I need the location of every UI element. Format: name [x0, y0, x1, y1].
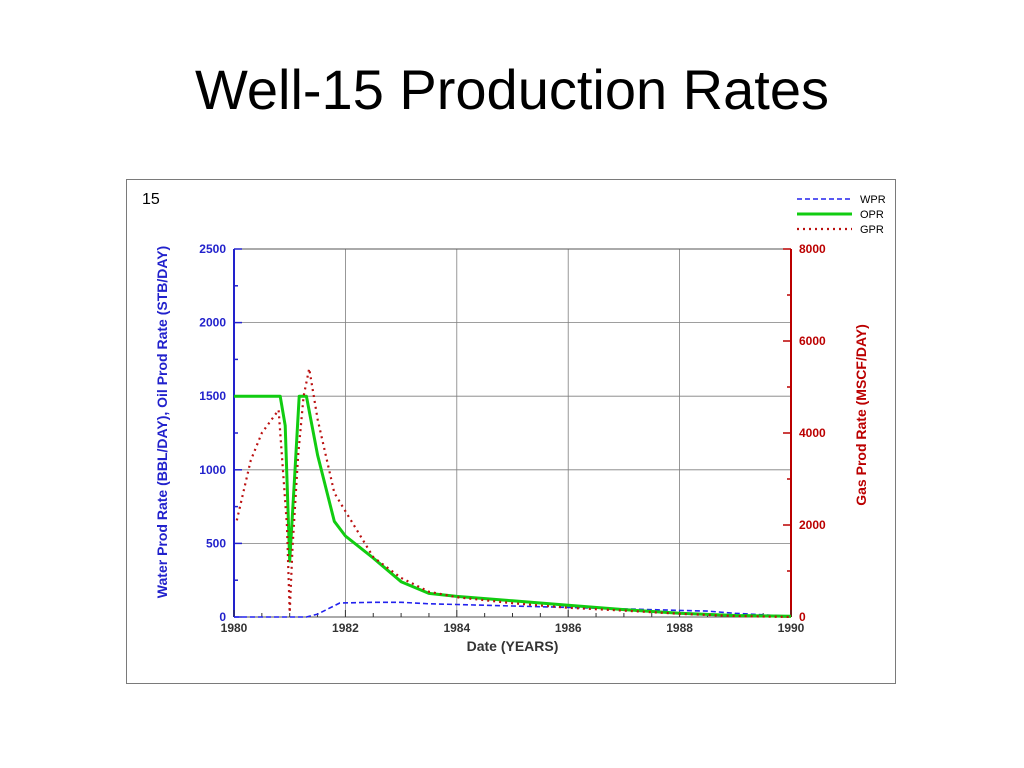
legend-label-gpr: GPR: [860, 224, 884, 236]
x-tick-label: 1990: [778, 621, 805, 635]
left-tick-label: 500: [206, 536, 226, 550]
left-tick-label: 2500: [199, 242, 226, 256]
chart-svg: 0 500 1000 1500 2000 2500 0 2000 4000 6000 8000 198…: [142, 191, 886, 654]
x-axis-title: Date (YEARS): [467, 638, 559, 654]
right-tick-label: 2000: [799, 518, 826, 532]
series-line-gpr: [235, 367, 792, 619]
right-tick-label: 0: [799, 610, 806, 624]
x-tick-label: 1984: [443, 621, 470, 635]
x-tick-label: 1988: [666, 621, 693, 635]
slide-title: Well-15 Production Rates: [195, 58, 829, 121]
left-axis-title: Water Prod Rate (BBL/DAY), Oil Prod Rate…: [154, 246, 170, 598]
legend-label-wpr: WPR: [860, 194, 886, 206]
right-axis-title: Gas Prod Rate (MSCF/DAY): [853, 324, 869, 506]
chart-frame: 0 500 1000 1500 2000 2500 0 2000 4000 6000 8000 198…: [126, 179, 896, 684]
right-tick-label: 4000: [799, 426, 826, 440]
right-tick-label: 8000: [799, 242, 826, 256]
legend-label-opr: OPR: [860, 209, 884, 221]
series-line-opr: [234, 394, 792, 618]
x-tick-label: 1982: [332, 621, 359, 635]
left-tick-label: 1000: [199, 463, 226, 477]
left-tick-label: 2000: [199, 316, 226, 330]
series-line-wpr: [234, 601, 792, 618]
left-tick-label: 1500: [199, 389, 226, 403]
panel-label: 15: [142, 191, 160, 208]
x-tick-label: 1986: [555, 621, 582, 635]
left-tick-label: 0: [219, 610, 226, 624]
x-tick-label: 1980: [221, 621, 248, 635]
right-tick-label: 6000: [799, 334, 826, 348]
